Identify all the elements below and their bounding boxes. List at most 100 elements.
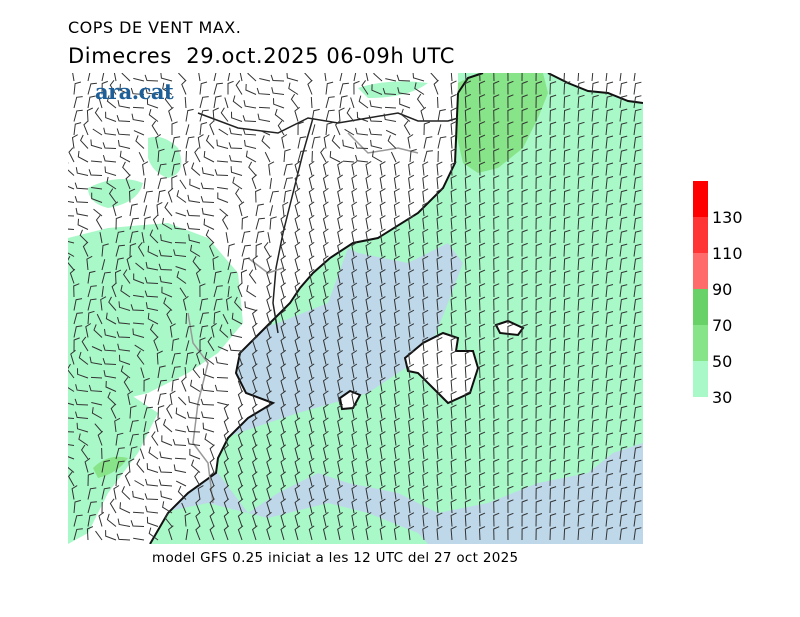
wind-barb bbox=[521, 377, 528, 392]
wind-barb bbox=[77, 218, 89, 230]
wind-barb bbox=[633, 527, 642, 541]
wind-barb bbox=[337, 255, 343, 271]
wind-barb bbox=[129, 203, 138, 217]
wind-barbs bbox=[68, 73, 642, 541]
wind-barb bbox=[521, 445, 528, 460]
wind-barb bbox=[633, 230, 642, 244]
wind-barb bbox=[351, 458, 358, 473]
wind-barb bbox=[493, 242, 500, 257]
wind-barb bbox=[337, 484, 343, 500]
wind-barb bbox=[322, 241, 329, 257]
wind-barb bbox=[171, 175, 178, 190]
wind-barb bbox=[146, 98, 159, 109]
wind-barb bbox=[337, 214, 343, 230]
wind-barb bbox=[164, 93, 173, 109]
wind-barb bbox=[493, 512, 500, 527]
wind-barb bbox=[105, 530, 117, 541]
wind-barb bbox=[577, 324, 585, 338]
wind-barb bbox=[408, 485, 415, 500]
wind-barb bbox=[246, 284, 257, 298]
wind-barb bbox=[243, 100, 257, 109]
wind-barb bbox=[335, 120, 341, 136]
wind-barb bbox=[308, 376, 315, 392]
wind-barb bbox=[436, 201, 443, 217]
wind-barb bbox=[351, 296, 358, 311]
wind-barb bbox=[478, 350, 486, 365]
wind-barb bbox=[450, 512, 457, 527]
wind-barb bbox=[507, 431, 514, 446]
wind-barb bbox=[605, 527, 614, 541]
wind-barb bbox=[175, 266, 187, 271]
wind-barb bbox=[268, 161, 275, 176]
wind-barb bbox=[163, 297, 173, 311]
wind-barb bbox=[294, 174, 301, 190]
wind-barb bbox=[619, 284, 628, 298]
wind-barb bbox=[393, 458, 400, 473]
wind-barb bbox=[133, 273, 145, 284]
land-france bbox=[548, 73, 643, 103]
wind-barb bbox=[563, 324, 571, 338]
wind-barb bbox=[507, 80, 514, 95]
wind-barb bbox=[126, 255, 133, 271]
wind-barb bbox=[563, 526, 571, 541]
wind-barb bbox=[450, 458, 457, 473]
wind-barb bbox=[304, 73, 313, 82]
wind-barb bbox=[209, 511, 215, 527]
wind-barb bbox=[109, 79, 117, 95]
wind-barb bbox=[591, 418, 599, 433]
wind-barb bbox=[76, 422, 89, 433]
wind-barb bbox=[379, 417, 386, 433]
wind-barb bbox=[521, 94, 528, 109]
wind-barb bbox=[507, 296, 514, 311]
wind-barb bbox=[232, 95, 243, 109]
wind-barb bbox=[161, 217, 173, 230]
wind-barb bbox=[322, 430, 329, 446]
wind-barb bbox=[619, 446, 628, 460]
wind-barb bbox=[320, 147, 327, 163]
wind-barb bbox=[252, 430, 258, 446]
wind-barb bbox=[422, 471, 429, 487]
wind-barb bbox=[549, 364, 557, 379]
wind-barb bbox=[384, 106, 397, 109]
wind-barb bbox=[308, 363, 315, 379]
wind-barb bbox=[619, 135, 628, 149]
wind-barb bbox=[422, 161, 429, 176]
wind-barb bbox=[132, 511, 145, 514]
wind-barb bbox=[241, 257, 250, 271]
wind-barb bbox=[577, 148, 585, 163]
wind-barb bbox=[535, 283, 543, 298]
wind-barb bbox=[521, 458, 528, 473]
wind-barb bbox=[160, 234, 173, 244]
wind-barb bbox=[464, 148, 472, 163]
wind-barb bbox=[549, 243, 557, 257]
wind-barb bbox=[271, 87, 285, 95]
wind-barb bbox=[266, 363, 272, 379]
wind-barb bbox=[88, 384, 103, 392]
wind-barb bbox=[478, 80, 486, 95]
wind-barb bbox=[351, 444, 358, 460]
wind-barb bbox=[185, 150, 187, 163]
wind-barb bbox=[158, 263, 173, 271]
wind-barb bbox=[337, 417, 343, 433]
wind-barb bbox=[379, 458, 386, 473]
wind-barb bbox=[277, 120, 285, 136]
wind-barb bbox=[252, 511, 258, 527]
wind-barb bbox=[577, 175, 585, 190]
wind-barb bbox=[549, 121, 557, 136]
wind-barb bbox=[507, 161, 514, 176]
wind-barb bbox=[209, 241, 215, 257]
wind-barb bbox=[297, 121, 304, 136]
wind-barb bbox=[535, 526, 543, 541]
wind-barb bbox=[478, 391, 486, 406]
wind-barb bbox=[201, 384, 215, 392]
wind-barb bbox=[280, 268, 287, 284]
wind-barb bbox=[116, 331, 131, 338]
wind-barb bbox=[521, 80, 528, 95]
wind-barb bbox=[507, 458, 514, 473]
wind-barb bbox=[158, 479, 173, 487]
wind-barb bbox=[115, 460, 125, 473]
wind-barb bbox=[294, 160, 301, 176]
wind-barb bbox=[478, 215, 486, 230]
wind-barb bbox=[385, 129, 397, 136]
wind-barb bbox=[633, 162, 642, 176]
